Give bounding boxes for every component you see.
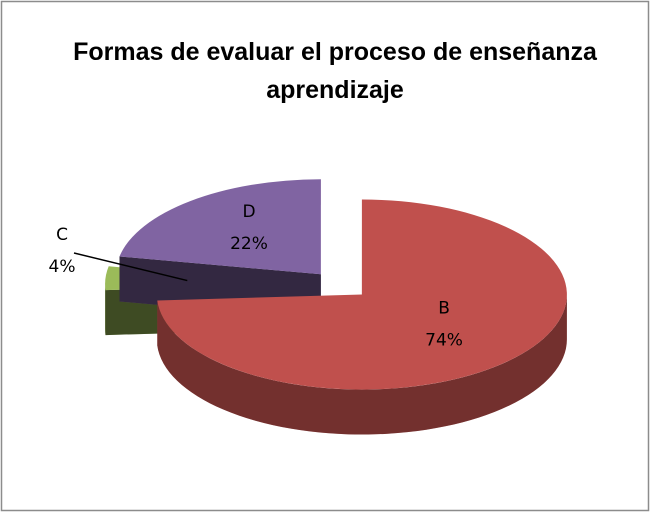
slice-side-shade (157, 294, 567, 435)
data-label-name: D (242, 202, 255, 222)
leader-line (73, 252, 188, 282)
data-label-value: 74% (425, 330, 463, 350)
slice (157, 199, 567, 390)
data-label-name: B (438, 298, 450, 318)
chart-title: Formas de evaluar el proceso de enseñanz… (73, 38, 597, 104)
data-label-value: 4% (49, 257, 76, 277)
slice (119, 179, 321, 275)
data-label-name: C (56, 225, 68, 245)
slice-side (157, 294, 567, 435)
data-label-value: 22% (230, 234, 268, 254)
